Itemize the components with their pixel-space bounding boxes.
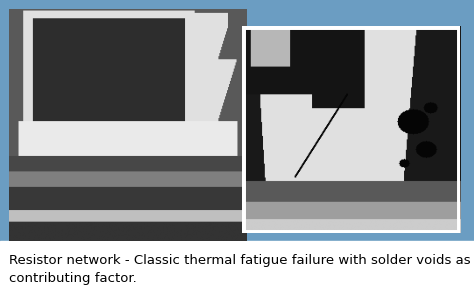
Bar — [0, 241, 474, 301]
Text: Resistor network - Classic thermal fatigue failure with solder voids as a
contri: Resistor network - Classic thermal fatig… — [9, 254, 474, 285]
